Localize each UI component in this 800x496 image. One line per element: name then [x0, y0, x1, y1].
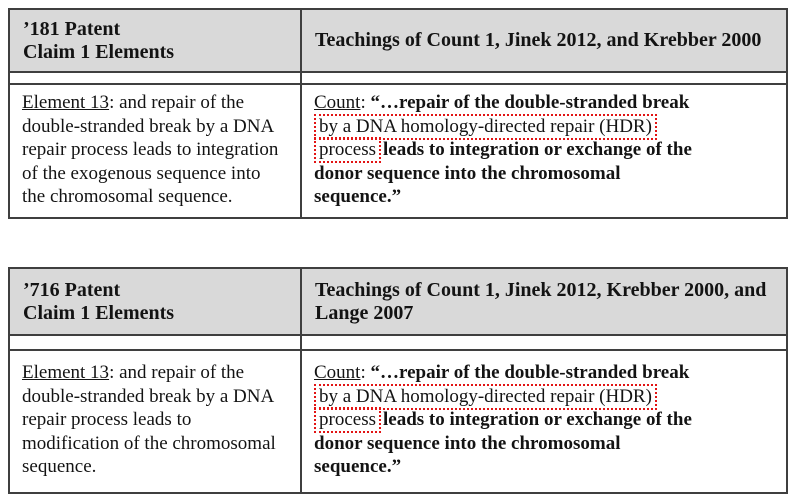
teachings-heading: Teachings of Count 1, Jinek 2012, Krebbe…	[315, 278, 767, 301]
count-label: Count	[314, 92, 361, 113]
spacer-row-cell	[10, 336, 302, 351]
process-highlight-box: process	[314, 137, 381, 163]
count-label: Count	[314, 362, 361, 383]
claim-text-line: modification of the chromosomal	[22, 432, 276, 454]
claim-text-line: sequence.	[22, 456, 97, 477]
claim-element-cell-716: Element 13: and repair of the double-str…	[10, 351, 302, 492]
spacer-row-cell	[302, 336, 786, 351]
patent-716-claim-chart-table: ’716 Patent Claim 1 Elements Teachings o…	[8, 267, 788, 494]
claim-text-line: : and repair of the	[109, 92, 245, 113]
teachings-heading: Teachings of Count 1, Jinek 2012, and Kr…	[315, 29, 762, 51]
count-colon: :	[360, 362, 371, 383]
patent-number-heading: ’716 Patent	[23, 278, 121, 301]
claim-text-line: the chromosomal sequence.	[22, 186, 233, 207]
quote-text-line: sequence.”	[314, 456, 402, 477]
header-cell-716-teachings: Teachings of Count 1, Jinek 2012, Krebbe…	[302, 269, 786, 336]
element-label: Element 13	[22, 362, 110, 383]
claim-text-line: double-stranded break by a DNA	[22, 115, 275, 137]
header-cell-716-claim-elements: ’716 Patent Claim 1 Elements	[10, 269, 302, 336]
claim-text-line: repair process leads to integration	[22, 139, 279, 160]
claim-text-line: double-stranded break by a DNA	[22, 385, 275, 407]
spacer-row-cell	[10, 73, 302, 85]
quote-text-line: leads to integration or exchange of the	[382, 139, 692, 160]
teachings-heading-line2: Lange 2007	[315, 301, 414, 324]
hdr-highlight-box: by a DNA homology-directed repair (HDR)	[314, 383, 657, 410]
count-quote-cell-181: Count: “…repair of the double-stranded b…	[302, 85, 786, 217]
patent-181-claim-chart-table: ’181 Patent Claim 1 Elements Teachings o…	[8, 8, 788, 219]
claim-element-cell-181: Element 13: and repair of the double-str…	[10, 85, 302, 217]
quote-open: “…	[370, 362, 399, 383]
quote-open: “…	[370, 92, 399, 113]
claim-elements-heading: Claim 1 Elements	[23, 40, 175, 63]
hdr-highlight-box: by a DNA homology-directed repair (HDR)	[314, 113, 657, 140]
spacer-row-cell	[302, 73, 786, 85]
process-highlight-box: process	[314, 407, 381, 433]
quote-text-line: repair of the double-stranded break	[398, 362, 690, 383]
count-quote-cell-716: Count: “…repair of the double-stranded b…	[302, 351, 786, 492]
quote-text-line: repair of the double-stranded break	[398, 92, 690, 113]
quote-text-line: donor sequence into the chromosomal	[314, 162, 621, 184]
header-cell-181-claim-elements: ’181 Patent Claim 1 Elements	[10, 10, 302, 73]
claim-text-line: repair process leads to	[22, 409, 192, 430]
quote-text-line: sequence.”	[314, 186, 402, 207]
claim-elements-heading: Claim 1 Elements	[23, 301, 175, 324]
count-colon: :	[360, 92, 371, 113]
claim-text-line: : and repair of the	[109, 362, 245, 383]
element-label: Element 13	[22, 92, 110, 113]
header-cell-181-teachings: Teachings of Count 1, Jinek 2012, and Kr…	[302, 10, 786, 73]
quote-text-line: donor sequence into the chromosomal	[314, 432, 621, 454]
claim-text-line: of the exogenous sequence into	[22, 162, 261, 184]
quote-text-line: leads to integration or exchange of the	[382, 409, 692, 430]
patent-number-heading: ’181 Patent	[23, 17, 121, 40]
